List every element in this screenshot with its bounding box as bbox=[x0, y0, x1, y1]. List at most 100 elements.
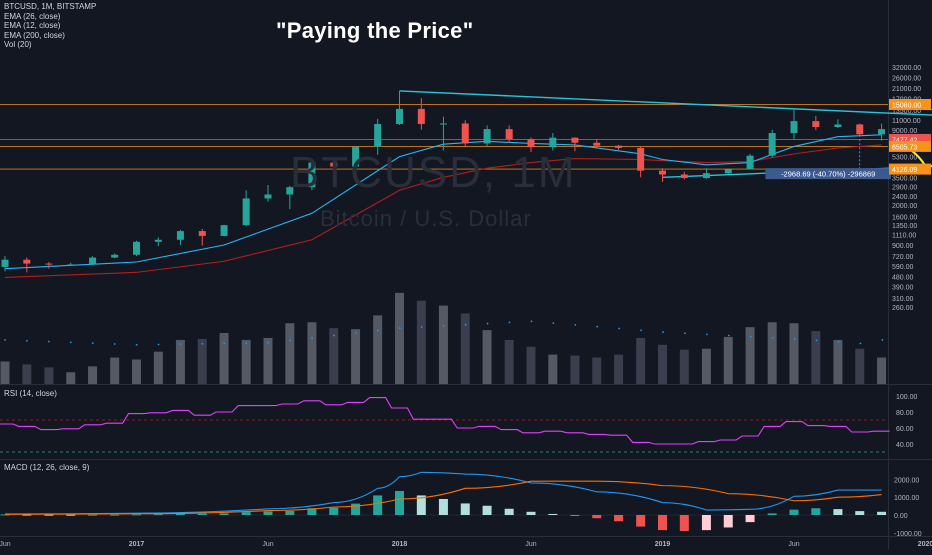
volume-bar bbox=[483, 330, 492, 384]
candle-body bbox=[528, 139, 535, 147]
macd-histogram-bar bbox=[855, 511, 864, 515]
time-tick-label: Jun bbox=[262, 541, 273, 548]
candle-body bbox=[769, 133, 776, 156]
volume-ma-point bbox=[70, 341, 72, 343]
volume-ma-point bbox=[421, 326, 423, 328]
volume-ma-point bbox=[772, 337, 774, 339]
macd-tick-label: -1000.00 bbox=[894, 531, 922, 538]
volume-ma-point bbox=[509, 322, 511, 324]
volume-ma-point bbox=[838, 341, 840, 343]
volume-bar bbox=[176, 340, 185, 384]
candle-body bbox=[571, 138, 578, 143]
macd-histogram-bar bbox=[154, 514, 163, 515]
volume-bar bbox=[373, 315, 382, 384]
volume-bar bbox=[746, 327, 755, 384]
candle-body bbox=[111, 255, 118, 258]
volume-ma-point bbox=[158, 344, 160, 346]
volume-bar bbox=[66, 372, 75, 384]
volume-bar bbox=[132, 360, 141, 385]
candle-body bbox=[747, 156, 754, 170]
candle-body bbox=[856, 124, 863, 134]
macd-histogram-bar bbox=[811, 508, 820, 515]
price-tick-label: 32000.00 bbox=[892, 65, 921, 72]
volume-ma-point bbox=[4, 339, 6, 341]
price-tick-label: 1350.00 bbox=[892, 223, 917, 230]
volume-ma-point bbox=[333, 335, 335, 337]
volume-ma-point bbox=[794, 338, 796, 340]
volume-ma-point bbox=[48, 341, 50, 343]
price-tick-label: 390.00 bbox=[892, 285, 914, 292]
candle-body bbox=[396, 109, 403, 124]
candle-body bbox=[615, 146, 622, 148]
candle-body bbox=[484, 129, 491, 143]
volume-bar bbox=[154, 352, 163, 384]
candle-body bbox=[45, 264, 52, 265]
volume-bar bbox=[811, 331, 820, 384]
candle-body bbox=[681, 175, 688, 178]
candle-body bbox=[177, 231, 184, 240]
candle-body bbox=[199, 231, 206, 236]
candle-body bbox=[703, 173, 710, 178]
time-tick-label: 2020 bbox=[918, 541, 932, 548]
macd-histogram-bar bbox=[44, 515, 53, 516]
legend-ema-200: EMA (200, close) bbox=[4, 31, 96, 41]
price-tick-label: 480.00 bbox=[892, 274, 914, 281]
volume-bar bbox=[285, 323, 294, 384]
volume-bar bbox=[307, 322, 316, 384]
volume-bar bbox=[88, 366, 97, 384]
volume-ma-point bbox=[816, 340, 818, 342]
volume-bar bbox=[855, 349, 864, 384]
rsi-line bbox=[0, 398, 890, 444]
volume-ma-point bbox=[289, 339, 291, 341]
time-tick-label: Jun bbox=[788, 541, 799, 548]
macd-histogram-bar bbox=[527, 512, 536, 515]
candle-body bbox=[659, 171, 666, 175]
price-tick-label: 310.00 bbox=[892, 296, 914, 303]
macd-histogram-bar bbox=[198, 514, 207, 515]
volume-ma-point bbox=[377, 330, 379, 332]
volume-ma-point bbox=[574, 324, 576, 326]
volume-bar bbox=[724, 337, 733, 384]
price-tick-label: 2900.00 bbox=[892, 185, 917, 192]
volume-ma-point bbox=[443, 325, 445, 327]
macd-histogram-bar bbox=[329, 508, 338, 515]
macd-histogram-bar bbox=[483, 506, 492, 515]
volume-ma-point bbox=[662, 331, 664, 333]
volume-ma-point bbox=[267, 342, 269, 344]
candle-body bbox=[418, 109, 425, 124]
volume-bar bbox=[439, 306, 448, 384]
volume-ma-point bbox=[26, 340, 28, 342]
candle-body bbox=[374, 124, 381, 147]
volume-bar bbox=[570, 356, 579, 384]
price-tick-label: 1110.00 bbox=[892, 233, 916, 240]
price-tick-label: 260.00 bbox=[892, 305, 914, 312]
macd-tick-label: 0.00 bbox=[894, 513, 908, 520]
volume-bar bbox=[680, 350, 689, 384]
volume-ma-point bbox=[750, 336, 752, 338]
macd-histogram-bar bbox=[66, 515, 75, 516]
volume-bar bbox=[264, 338, 273, 384]
measure-label-text: -2968.69 (-40.70%) -296869 bbox=[781, 170, 875, 179]
chart-legend: BTCUSD, 1M, BITSTAMP EMA (26, close) EMA… bbox=[4, 2, 96, 50]
volume-ma-point bbox=[114, 343, 116, 345]
volume-ma-point bbox=[92, 342, 94, 344]
candle-body bbox=[155, 240, 162, 242]
macd-histogram-bar bbox=[264, 511, 273, 515]
rsi-pane-label: RSI (14, close) bbox=[4, 389, 57, 398]
macd-histogram-bar bbox=[548, 514, 557, 515]
time-tick-label: 2018 bbox=[392, 541, 408, 548]
candle-body bbox=[221, 225, 228, 236]
price-tick-label: 11000.00 bbox=[892, 118, 921, 125]
candle-body bbox=[812, 121, 819, 127]
volume-bar bbox=[702, 349, 711, 384]
price-tick-label: 590.00 bbox=[892, 264, 914, 271]
macd-histogram-bar bbox=[220, 513, 229, 515]
candle-body bbox=[834, 124, 841, 127]
volume-ma-point bbox=[728, 335, 730, 337]
time-tick-label: Jun bbox=[525, 541, 536, 548]
macd-tick-label: 2000.00 bbox=[894, 477, 919, 484]
volume-bar bbox=[548, 355, 557, 384]
time-tick-label: Jun bbox=[0, 541, 11, 548]
price-tick-label: 2000.00 bbox=[892, 203, 917, 210]
